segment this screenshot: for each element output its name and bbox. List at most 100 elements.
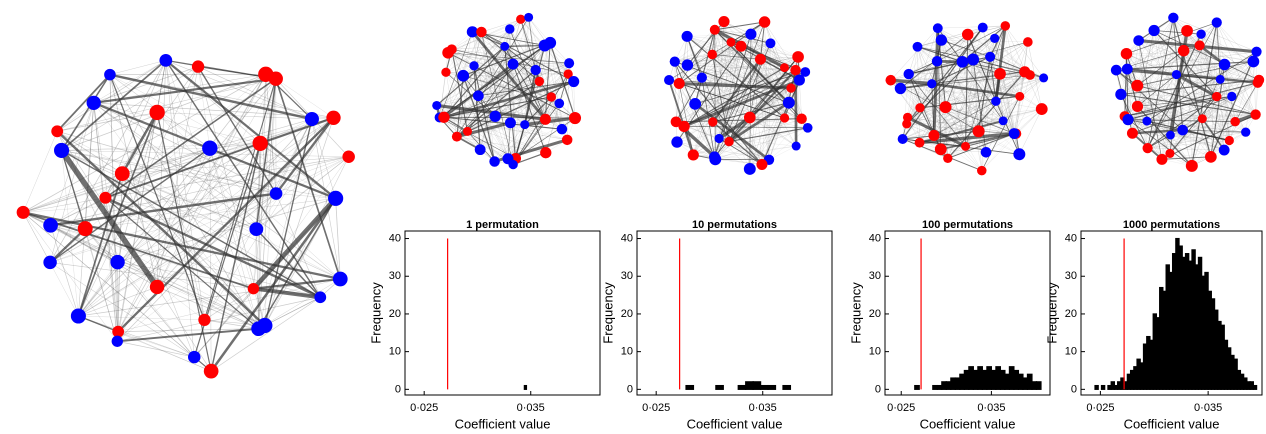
node <box>714 133 724 144</box>
edge <box>22 211 341 281</box>
edge <box>539 81 560 104</box>
edge <box>473 65 546 153</box>
node <box>1250 109 1261 120</box>
edge <box>436 105 568 140</box>
y-tick-label: 10 <box>1065 346 1077 358</box>
node <box>743 111 756 124</box>
edge <box>520 19 563 130</box>
edge <box>57 102 94 132</box>
edge <box>1186 30 1211 157</box>
edge <box>965 59 974 147</box>
edge <box>917 38 995 47</box>
edge <box>1176 74 1225 151</box>
edge <box>105 197 254 289</box>
edge <box>1191 132 1246 167</box>
edge <box>940 71 1025 150</box>
edge <box>679 83 750 118</box>
edge <box>933 100 997 136</box>
edge <box>258 143 261 329</box>
edge <box>674 61 716 160</box>
edge <box>60 74 111 151</box>
edge <box>121 111 159 175</box>
edge <box>1220 79 1256 115</box>
node <box>1194 40 1205 51</box>
edge <box>712 88 792 122</box>
edges <box>22 59 349 372</box>
edge <box>1146 120 1246 133</box>
edge <box>507 122 511 159</box>
edge <box>265 74 277 194</box>
edge <box>1015 41 1029 134</box>
edge <box>1127 64 1225 120</box>
edge <box>335 198 341 280</box>
edge <box>740 46 799 58</box>
edge <box>990 41 1028 57</box>
edge <box>965 101 996 147</box>
edge <box>890 74 1031 81</box>
edge <box>473 65 576 119</box>
edge <box>463 75 560 104</box>
edge <box>933 71 1025 136</box>
edge <box>78 156 349 317</box>
edge <box>436 45 506 106</box>
edge <box>84 228 118 342</box>
node <box>934 143 947 156</box>
node <box>249 222 264 237</box>
edge <box>995 101 1042 110</box>
node <box>1171 69 1182 80</box>
edge <box>478 46 505 96</box>
edge <box>1126 53 1225 65</box>
edge <box>730 42 750 169</box>
edge <box>495 64 514 117</box>
edge <box>760 59 796 71</box>
node <box>462 126 473 136</box>
y-tick-label: 0 <box>395 383 401 395</box>
node <box>1177 124 1189 136</box>
bar <box>767 384 777 390</box>
bar <box>995 366 1002 390</box>
edge <box>264 78 276 326</box>
edge <box>978 25 1006 132</box>
edge <box>117 340 195 358</box>
edge <box>902 77 1044 140</box>
edge <box>890 80 996 102</box>
edge <box>931 73 1001 84</box>
edge <box>1127 30 1188 70</box>
edge <box>456 117 576 137</box>
node <box>990 33 1000 43</box>
edge <box>1120 94 1217 97</box>
edge <box>436 75 464 106</box>
edge <box>210 197 337 372</box>
edge <box>945 61 963 108</box>
edge <box>962 61 1004 121</box>
edge <box>902 59 974 140</box>
edge <box>931 83 1017 134</box>
edge <box>445 17 529 73</box>
edge <box>256 143 261 230</box>
edge <box>945 106 1004 121</box>
edge <box>679 83 785 119</box>
edge <box>740 46 797 147</box>
node <box>489 156 500 167</box>
node <box>1215 74 1225 84</box>
edge <box>931 71 1025 85</box>
edge <box>209 148 265 326</box>
edge <box>528 17 536 71</box>
edge <box>535 63 570 71</box>
edge <box>253 156 349 289</box>
node <box>1131 79 1144 92</box>
edge <box>524 103 560 125</box>
node <box>111 335 123 347</box>
edge <box>253 229 257 289</box>
edge <box>1169 45 1200 154</box>
bar <box>1013 369 1020 390</box>
y-axis-label: Frequency <box>848 282 863 344</box>
node <box>673 77 685 89</box>
edge <box>937 28 1001 74</box>
edge <box>718 42 732 139</box>
edge <box>436 63 570 106</box>
edge <box>919 95 1020 109</box>
edge <box>919 56 991 143</box>
node <box>198 313 211 326</box>
node <box>800 67 811 77</box>
